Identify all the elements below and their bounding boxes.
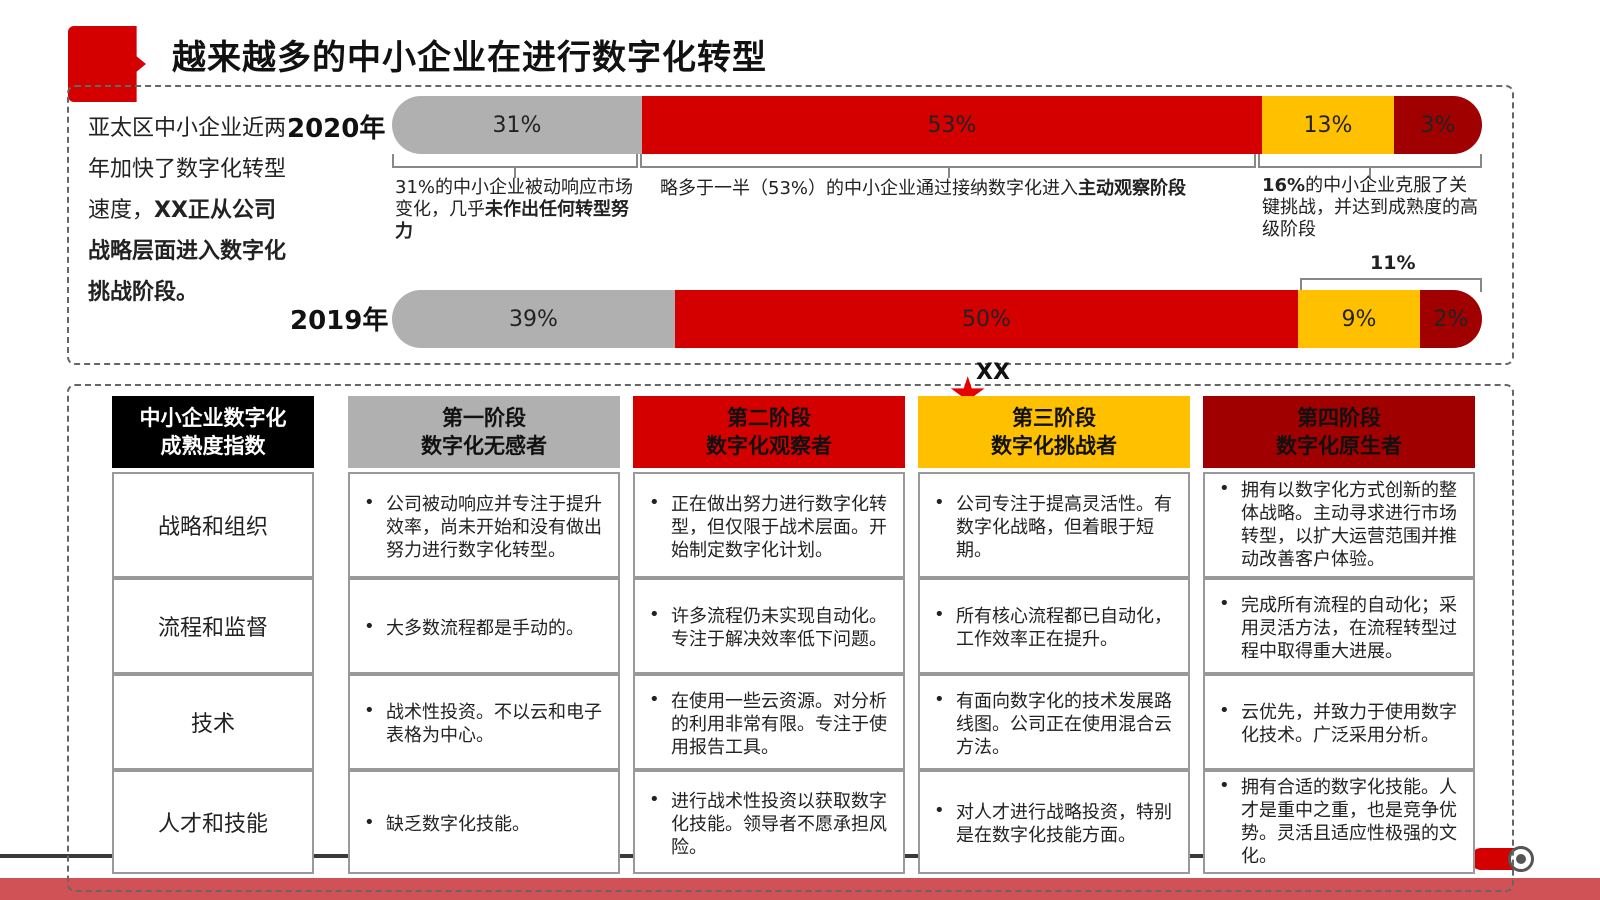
list-item: 云优先，并致力于使用数字化技术。广泛采用分析。 <box>1219 699 1461 747</box>
bar-2019-segment-2: 50% <box>675 290 1298 348</box>
list-item: 在使用一些云资源。对分析的利用非常有限。专注于使用报告工具。 <box>649 688 891 759</box>
header-stage-3-line-2: 数字化挑战者 <box>991 434 1117 458</box>
bottom-section-frame <box>67 384 1514 892</box>
side-summary-plain: 亚太区中小企业近两年加快了数字化转型速度， <box>88 116 287 223</box>
bar-2020-segment-3: 13% <box>1262 96 1394 154</box>
note-16-plain: 的中小企业克服了关键挑战，并达到成熟度的高级阶段 <box>1262 175 1478 240</box>
side-summary-bold: XX正从公司战略层面进入数字化挑战阶段。 <box>88 198 287 305</box>
cell-process-stage-1: 大多数流程都是手动的。 <box>348 578 620 674</box>
header-stage-3-line-1: 第三阶段 <box>1012 406 1096 430</box>
bottom-band <box>0 878 1600 900</box>
cell-technology-stage-4: 云优先，并致力于使用数字化技术。广泛采用分析。 <box>1203 674 1475 770</box>
header-maturity-index: 中小企业数字化 成熟度指数 <box>112 396 314 468</box>
note-31-plain: 31%的中小企业被动响应市场变化，几乎 <box>395 177 634 220</box>
header-stage-1: 第一阶段 数字化无感者 <box>348 396 620 468</box>
cell-talent-stage-1: 缺乏数字化技能。 <box>348 770 620 874</box>
bar-2020-segment-2: 53% <box>642 96 1262 154</box>
bracket-tick <box>948 166 950 178</box>
list-item: 进行战术性投资以获取数字化技能。领导者不愿承担风险。 <box>649 788 891 859</box>
cell-talent-stage-2: 进行战术性投资以获取数字化技能。领导者不愿承担风险。 <box>633 770 905 874</box>
header-stage-3: 第三阶段 数字化挑战者 <box>918 396 1190 468</box>
header-stage-2: 第二阶段 数字化观察者 <box>633 396 905 468</box>
note-31-bold: 未作出任何转型努力 <box>395 199 629 242</box>
note-31-percent: 31%的中小企业被动响应市场变化，几乎未作出任何转型努力 <box>395 177 635 243</box>
cell-process-stage-3: 所有核心流程都已自动化，工作效率正在提升。 <box>918 578 1190 674</box>
list-item: 对人才进行战略投资，特别是在数字化技能方面。 <box>934 799 1176 847</box>
list-item: 拥有合适的数字化技能。人才是重中之重，也是竞争优势。灵活且适应性极强的文化。 <box>1219 774 1461 868</box>
bracket-tick <box>1369 166 1371 178</box>
cell-technology-stage-1: 战术性投资。不以云和电子表格为中心。 <box>348 674 620 770</box>
bracket-tick <box>514 166 516 178</box>
list-item: 正在做出努力进行数字化转型，但仅限于战术层面。开始制定数字化计划。 <box>649 491 891 562</box>
bar-2019: 39% 50% 9% 2% <box>392 290 1482 348</box>
top-section-frame <box>67 85 1514 365</box>
row-label-technology: 技术 <box>112 674 314 770</box>
page-title: 越来越多的中小企业在进行数字化转型 <box>172 38 767 78</box>
cell-strategy-stage-2: 正在做出努力进行数字化转型，但仅限于战术层面。开始制定数字化计划。 <box>633 472 905 578</box>
list-item: 大多数流程都是手动的。 <box>364 615 584 640</box>
header-stage-4-line-1: 第四阶段 <box>1297 406 1381 430</box>
title-tab-decoration <box>68 26 146 102</box>
cell-strategy-stage-3: 公司专注于提高灵活性。有数字化战略，但着眼于短期。 <box>918 472 1190 578</box>
cell-process-stage-2: 许多流程仍未实现自动化。专注于解决效率低下问题。 <box>633 578 905 674</box>
list-item: 拥有以数字化方式创新的整体战略。主动寻求进行市场转型，以扩大运营范围并推动改善客… <box>1219 477 1461 571</box>
list-item: 公司专注于提高灵活性。有数字化战略，但着眼于短期。 <box>934 491 1176 562</box>
list-item: 完成所有流程的自动化；采用灵活方法，在流程转型过程中取得重大进展。 <box>1219 592 1461 663</box>
cell-talent-stage-3: 对人才进行战略投资，特别是在数字化技能方面。 <box>918 770 1190 874</box>
cell-technology-stage-2: 在使用一些云资源。对分析的利用非常有限。专注于使用报告工具。 <box>633 674 905 770</box>
list-item: 公司被动响应并专注于提升效率，尚未开始和没有做出努力进行数字化转型。 <box>364 491 606 562</box>
header-stage-2-line-1: 第二阶段 <box>727 406 811 430</box>
header-stage-1-line-1: 第一阶段 <box>442 406 526 430</box>
note-16-percent: 16%的中小企业克服了关键挑战，并达到成熟度的高级阶段 <box>1262 175 1482 241</box>
label-11-percent: 11% <box>1370 252 1416 274</box>
cell-strategy-stage-4: 拥有以数字化方式创新的整体战略。主动寻求进行市场转型，以扩大运营范围并推动改善客… <box>1203 472 1475 578</box>
cell-technology-stage-3: 有面向数字化的技术发展路线图。公司正在使用混合云方法。 <box>918 674 1190 770</box>
row-label-process: 流程和监督 <box>112 578 314 674</box>
note-53-bold: 主动观察阶段 <box>1078 178 1187 199</box>
bar-2020-segment-4: 3% <box>1394 96 1482 154</box>
header-stage-4-line-2: 数字化原生者 <box>1276 434 1402 458</box>
header-stage-4: 第四阶段 数字化原生者 <box>1203 396 1475 468</box>
list-item: 缺乏数字化技能。 <box>364 811 530 836</box>
bar-2019-segment-3: 9% <box>1298 290 1420 348</box>
header-maturity-line-1: 中小企业数字化 <box>139 406 287 430</box>
bracket-2019-top <box>1300 278 1482 292</box>
bar-2020-segment-1: 31% <box>392 96 642 154</box>
row-label-talent: 人才和技能 <box>112 770 314 874</box>
year-2020-label: 2020年 <box>287 114 386 144</box>
row-label-strategy: 战略和组织 <box>112 472 314 578</box>
year-2019-label: 2019年 <box>290 306 389 336</box>
note-53-percent: 略多于一半（53%）的中小企业通过接纳数字化进入主动观察阶段 <box>660 178 1260 200</box>
list-item: 有面向数字化的技术发展路线图。公司正在使用混合云方法。 <box>934 688 1176 759</box>
cell-process-stage-4: 完成所有流程的自动化；采用灵活方法，在流程转型过程中取得重大进展。 <box>1203 578 1475 674</box>
cell-strategy-stage-1: 公司被动响应并专注于提升效率，尚未开始和没有做出努力进行数字化转型。 <box>348 472 620 578</box>
side-summary: 亚太区中小企业近两年加快了数字化转型速度，XX正从公司战略层面进入数字化挑战阶段… <box>88 108 288 313</box>
list-item: 战术性投资。不以云和电子表格为中心。 <box>364 699 606 747</box>
note-16-bold: 16% <box>1262 175 1306 196</box>
header-stage-1-line-2: 数字化无感者 <box>421 434 547 458</box>
bar-2020: 31% 53% 13% 3% <box>392 96 1482 154</box>
header-stage-2-line-2: 数字化观察者 <box>706 434 832 458</box>
bar-2019-segment-4: 2% <box>1420 290 1482 348</box>
cell-talent-stage-4: 拥有合适的数字化技能。人才是重中之重，也是竞争优势。灵活且适应性极强的文化。 <box>1203 770 1475 874</box>
header-maturity-line-2: 成熟度指数 <box>160 434 266 458</box>
company-marker-label: XX <box>976 360 1010 385</box>
list-item: 所有核心流程都已自动化，工作效率正在提升。 <box>934 603 1176 651</box>
list-item: 许多流程仍未实现自动化。专注于解决效率低下问题。 <box>649 603 891 651</box>
note-53-plain: 略多于一半（53%）的中小企业通过接纳数字化进入 <box>660 178 1079 199</box>
bar-2019-segment-1: 39% <box>392 290 675 348</box>
